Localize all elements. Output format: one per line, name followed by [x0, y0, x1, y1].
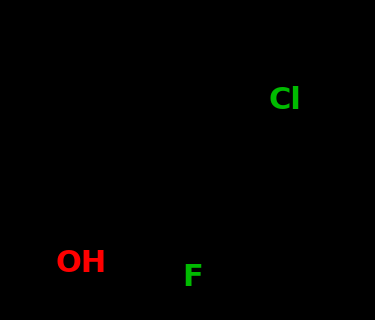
- Text: F: F: [183, 263, 203, 292]
- Text: Cl: Cl: [268, 85, 301, 115]
- Text: OH: OH: [55, 249, 106, 277]
